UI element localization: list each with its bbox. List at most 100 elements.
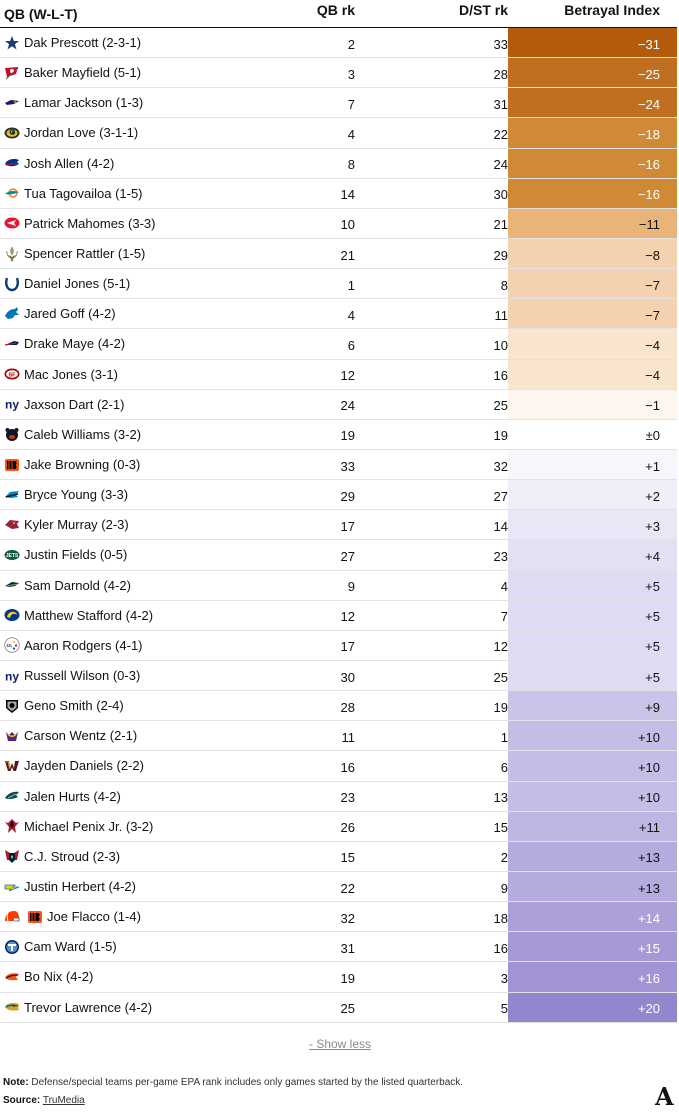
saints-fleur-icon — [4, 246, 20, 262]
dst-rank-cell: 19 — [493, 699, 508, 715]
dst-rank-cell: 10 — [493, 337, 508, 353]
qb-cell: Jalen Hurts (4-2) — [0, 782, 275, 811]
dst-rank-cell: 18 — [493, 910, 508, 926]
titans-t-icon — [4, 939, 20, 955]
betrayal-index-cell: +5 — [508, 630, 677, 660]
browns-helmet-icon — [4, 909, 20, 925]
qb-name: Matthew Stafford (4-2) — [24, 607, 154, 623]
table-row: Michael Penix Jr. (3-2) 26 15 +11 — [0, 811, 677, 842]
betrayal-index-cell: −1 — [508, 389, 677, 419]
table-row: ny Russell Wilson (0-3) 30 25 +5 — [0, 660, 677, 692]
dst-rank-cell: 25 — [493, 669, 508, 685]
header-dst-rank[interactable]: D/ST rk — [458, 2, 508, 18]
qb-rank-cell: 21 — [340, 247, 355, 263]
dst-rank-cell: 16 — [493, 368, 508, 384]
dst-rank-cell: 4 — [500, 579, 508, 595]
dst-rank-cell: 13 — [493, 790, 508, 806]
betrayal-index-cell: −11 — [508, 208, 677, 238]
qb-rank-cell: 19 — [340, 428, 355, 444]
betrayal-index-cell: +1 — [508, 449, 677, 480]
dolphins-dolphin-icon — [4, 185, 20, 201]
header-qb[interactable]: QB (W-L-T) — [4, 5, 78, 22]
qb-cell: Kyler Murray (2-3) — [0, 510, 275, 539]
qb-name: Jayden Daniels (2-2) — [24, 758, 144, 774]
qb-name: Justin Fields (0-5) — [24, 547, 128, 563]
athletic-logo: A — [655, 1082, 674, 1111]
qb-cell: Baker Mayfield (5-1) — [0, 58, 275, 87]
betrayal-index-cell: −7 — [508, 269, 677, 299]
dst-rank-cell: 19 — [493, 428, 508, 444]
table-row: Carson Wentz (2-1) 11 1 +10 — [0, 721, 677, 752]
betrayal-index-cell: +9 — [508, 691, 677, 721]
qb-cell: ny Jaxson Dart (2-1) — [0, 390, 275, 419]
betrayal-index-cell: +10 — [508, 721, 677, 751]
packers-g-icon — [4, 125, 20, 141]
qb-cell: Sam Darnold (4-2) — [0, 571, 275, 600]
qb-rank-cell: 4 — [347, 307, 355, 323]
table-row: Justin Herbert (4-2) 22 9 +13 — [0, 871, 677, 903]
table-body: Dak Prescott (2-3-1) 2 33 −31 Baker Mayfield… — [0, 28, 677, 1023]
betrayal-index-cell: −16 — [508, 178, 677, 208]
table-row: JETS Justin Fields (0-5) 27 23 +4 — [0, 540, 677, 571]
header-qb-rank[interactable]: QB rk — [316, 2, 355, 18]
betrayal-index-cell: +3 — [508, 510, 677, 540]
qb-name: Spencer Rattler (1-5) — [24, 246, 146, 262]
jets-oval-icon: JETS — [4, 547, 20, 563]
svg-text:STL: STL — [6, 644, 12, 648]
qb-rank-cell: 6 — [347, 337, 355, 353]
betrayal-index-cell: −4 — [508, 359, 677, 389]
table-row: Trevor Lawrence (4-2) 25 5 +20 — [0, 992, 677, 1023]
qb-cell: Tua Tagovailoa (1-5) — [0, 179, 275, 208]
ravens-bird-icon — [4, 95, 20, 111]
qb-cell: JETS Justin Fields (0-5) — [0, 540, 275, 569]
colts-horseshoe-icon — [4, 276, 20, 292]
qb-rank-cell: 26 — [340, 820, 355, 836]
qb-cell: Patrick Mahomes (3-3) — [0, 209, 275, 238]
giants-ny-icon: ny — [4, 668, 20, 684]
table-row: Bryce Young (3-3) 29 27 +2 — [0, 480, 677, 511]
betrayal-index-cell: −8 — [508, 238, 677, 269]
source-link[interactable]: TruMedia — [42, 1095, 85, 1106]
qb-cell: Bo Nix (4-2) — [0, 962, 275, 991]
dst-rank-cell: 7 — [500, 609, 508, 625]
dst-rank-cell: 5 — [500, 1001, 508, 1017]
bengals-b-icon — [4, 457, 20, 473]
table-row: ny Jaxson Dart (2-1) 24 25 −1 — [0, 389, 677, 420]
qb-name: Geno Smith (2-4) — [24, 698, 124, 714]
table-row: Tua Tagovailoa (1-5) 14 30 −16 — [0, 178, 677, 209]
qb-name: Sam Darnold (4-2) — [24, 577, 131, 593]
qb-cell: STL Aaron Rodgers (4-1) — [0, 631, 275, 660]
betrayal-index-cell: +10 — [508, 781, 677, 811]
dst-rank-cell: 25 — [493, 398, 508, 414]
dst-rank-cell: 29 — [493, 247, 508, 263]
qb-cell: Jake Browning (0-3) — [0, 450, 275, 479]
qb-rank-cell: 8 — [347, 157, 355, 173]
header-betrayal-index[interactable]: Betrayal Index — [564, 2, 660, 18]
table-row: Jake Browning (0-3) 33 32 +1 — [0, 449, 677, 481]
note-text: Defense/special teams per-game EPA rank … — [28, 1077, 464, 1088]
qb-cell: Jared Goff (4-2) — [0, 299, 275, 328]
betrayal-index-cell: −25 — [508, 58, 677, 88]
qb-rank-cell: 14 — [340, 187, 355, 203]
dst-rank-cell: 23 — [493, 548, 508, 564]
qb-cell: Jordan Love (3-1-1) — [0, 118, 275, 147]
dst-rank-cell: 8 — [500, 277, 508, 293]
panthers-cat-icon — [4, 487, 20, 503]
qb-rank-cell: 27 — [340, 548, 355, 564]
betrayal-index-cell: +13 — [508, 871, 677, 902]
betrayal-index-cell: +5 — [508, 660, 677, 691]
dst-rank-cell: 12 — [493, 639, 508, 655]
betrayal-index-cell: −16 — [508, 148, 677, 178]
qb-rank-cell: 2 — [347, 36, 355, 52]
note-label: Note: — [3, 1077, 29, 1088]
dst-rank-cell: 6 — [500, 759, 508, 775]
qb-cell: Daniel Jones (5-1) — [0, 269, 275, 298]
qb-cell: Geno Smith (2-4) — [0, 691, 275, 720]
qb-cell: Joe Flacco (1-4) — [0, 902, 275, 931]
qb-name: Caleb Williams (3-2) — [24, 426, 142, 442]
dst-rank-cell: 32 — [493, 458, 508, 474]
qb-rank-cell: 30 — [340, 669, 355, 685]
show-less-link[interactable]: - Show less — [309, 1037, 372, 1051]
betrayal-index-cell: +4 — [508, 540, 677, 570]
betrayal-table: QB (W-L-T) QB rk D/ST rk Betrayal Index … — [0, 0, 677, 1023]
